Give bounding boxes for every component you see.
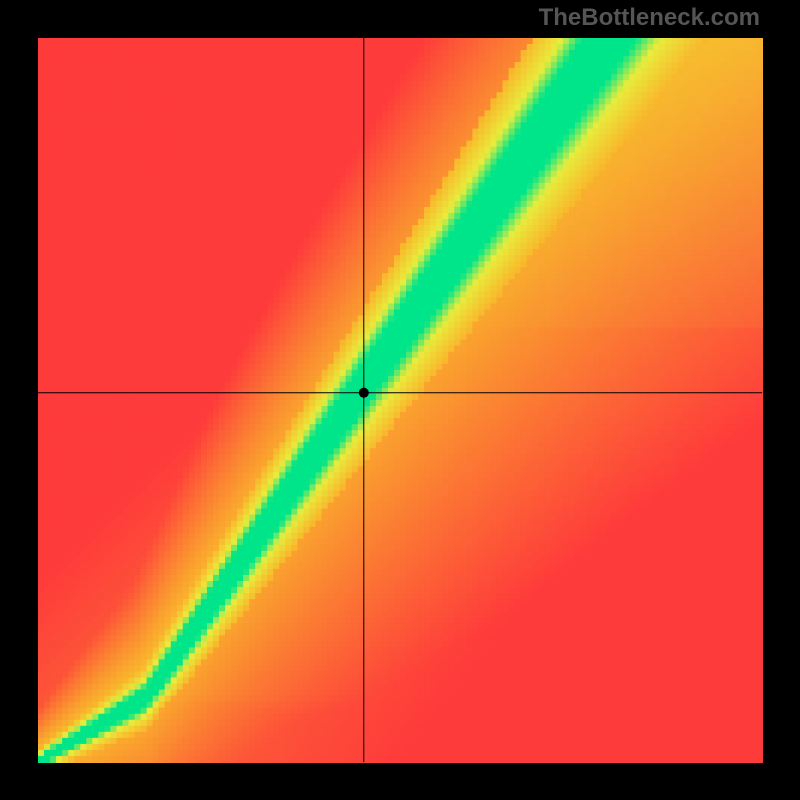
chart-container: TheBottleneck.com (0, 0, 800, 800)
heatmap-canvas (0, 0, 800, 800)
watermark-text: TheBottleneck.com (539, 4, 760, 32)
